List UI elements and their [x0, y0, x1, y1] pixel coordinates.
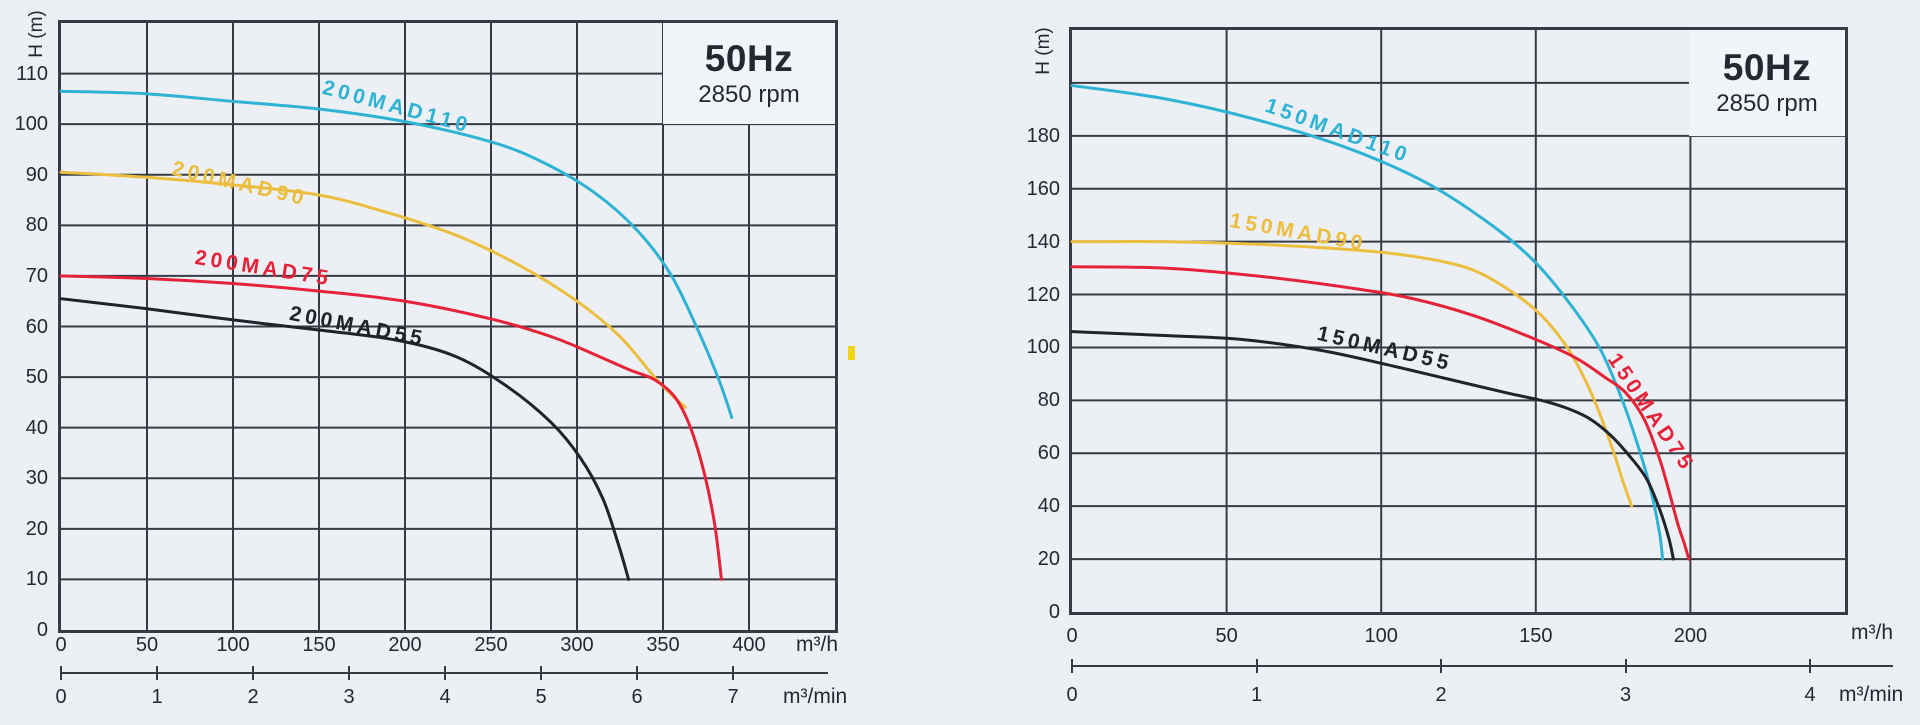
minute-axis-unit: m³/min [1839, 683, 1904, 706]
y-tick-label: 10 [25, 568, 48, 591]
minute-axis-tick [348, 666, 350, 680]
minute-axis-tick [732, 666, 734, 680]
plot-area: 50Hz 2850 rpm 200MAD110 200MAD90 200MAD75 200… [58, 20, 838, 633]
minute-axis-tick [1440, 659, 1442, 673]
minute-axis-unit: m³/min [783, 685, 848, 708]
minute-axis-tick [1624, 659, 1627, 673]
grid-and-curves [59, 23, 835, 630]
minute-tick-label: 2 [1435, 684, 1447, 706]
minute-axis-tick [444, 666, 446, 680]
x-tick-label: 0 [1066, 625, 1078, 647]
x-tick-label: 200 [1673, 625, 1708, 647]
x-axis-unit: m³/h [1851, 621, 1893, 644]
minute-tick-label: 3 [1619, 684, 1632, 706]
y-tick-label: 20 [25, 517, 48, 540]
y-tick-label: 100 [1026, 336, 1060, 359]
curve-200mad55 [59, 297, 631, 581]
frequency-box: 50Hz 2850 rpm [663, 23, 835, 124]
y-tick-label: 110 [16, 62, 48, 85]
y-tick-label: 60 [1037, 442, 1060, 465]
y-axis-title: H (m) [1033, 27, 1054, 75]
y-tick-label: 0 [36, 619, 48, 641]
x-tick-label: 250 [474, 634, 508, 656]
minute-axis-tick [156, 666, 158, 680]
minute-tick-label: 0 [55, 686, 67, 708]
y-axis-title: H (m) [26, 10, 47, 58]
x-tick-label: 0 [55, 634, 67, 656]
y-tick-label: 40 [25, 416, 48, 439]
x-tick-label: 400 [732, 634, 766, 656]
x-tick-label: 100 [1364, 625, 1398, 647]
y-tick-label: 20 [1037, 548, 1060, 571]
x-tick-label: 150 [1519, 625, 1553, 647]
y-tick-label: 50 [25, 366, 48, 389]
x-tick-label: 100 [216, 634, 250, 656]
minute-axis-tick [60, 666, 62, 680]
frequency-label: 50Hz [704, 37, 794, 79]
y-tick-label: 40 [1037, 495, 1060, 518]
minute-axis-tick [1071, 659, 1073, 673]
x-tick-label: 50 [1215, 625, 1238, 647]
grid-and-curves [1070, 30, 1845, 612]
minute-tick-label: 4 [439, 686, 451, 708]
frequency-box: 50Hz 2850 rpm [1689, 30, 1845, 136]
y-tick-label: 80 [1037, 389, 1060, 412]
minute-tick-label: 2 [247, 686, 259, 708]
y-tick-label: 100 [14, 113, 48, 136]
y-tick-label: 80 [25, 214, 48, 237]
yellow-artifact-mark [848, 346, 855, 360]
y-tick-label: 0 [1048, 601, 1060, 623]
minute-tick-label: 0 [1066, 684, 1078, 706]
minute-tick-label: 6 [631, 686, 643, 708]
minute-tick-label: 1 [1250, 684, 1263, 706]
curve-200mad75 [59, 274, 723, 581]
y-tick-label: 120 [1026, 283, 1060, 306]
minute-tick-label: 5 [535, 686, 547, 708]
rpm-label: 2850 rpm [698, 80, 800, 108]
y-tick-label: 180 [1026, 124, 1060, 147]
x-tick-label: 350 [646, 634, 680, 656]
minute-axis-tick [540, 666, 542, 680]
minute-axis-tick [252, 666, 254, 680]
curve-200mad110 [59, 89, 734, 420]
curve-150mad75 [1070, 265, 1691, 561]
minute-tick-label: 3 [343, 686, 355, 708]
minute-tick-label: 1 [151, 686, 163, 708]
curve-150mad90 [1070, 239, 1634, 508]
curve-200mad90 [59, 170, 687, 409]
y-tick-label: 90 [25, 163, 48, 186]
y-tick-label: 70 [25, 264, 48, 287]
minute-tick-label: 4 [1804, 684, 1816, 706]
minute-axis-tick [1809, 659, 1811, 673]
x-axis-unit: m³/h [796, 633, 838, 656]
curve-150mad110 [1070, 84, 1665, 561]
minute-axis-tick [1255, 659, 1258, 673]
minute-axis-tick [636, 666, 638, 680]
plot-area: 50Hz 2850 rpm 150MAD110 150MAD90 150MAD75 150… [1069, 27, 1848, 615]
x-tick-label: 50 [135, 634, 159, 656]
x-tick-label: 200 [388, 634, 422, 656]
y-tick-label: 160 [1026, 177, 1060, 200]
minute-tick-label: 7 [727, 686, 739, 708]
y-tick-label: 30 [25, 467, 48, 490]
curve-150mad55 [1070, 330, 1675, 561]
frequency-label: 50Hz [1722, 47, 1812, 89]
x-tick-label: 300 [560, 634, 594, 656]
y-tick-label: 140 [1026, 230, 1060, 253]
minute-axis-line [1072, 665, 1893, 667]
rpm-label: 2850 rpm [1716, 90, 1818, 118]
y-tick-label: 60 [25, 315, 48, 338]
x-tick-label: 150 [302, 634, 336, 656]
